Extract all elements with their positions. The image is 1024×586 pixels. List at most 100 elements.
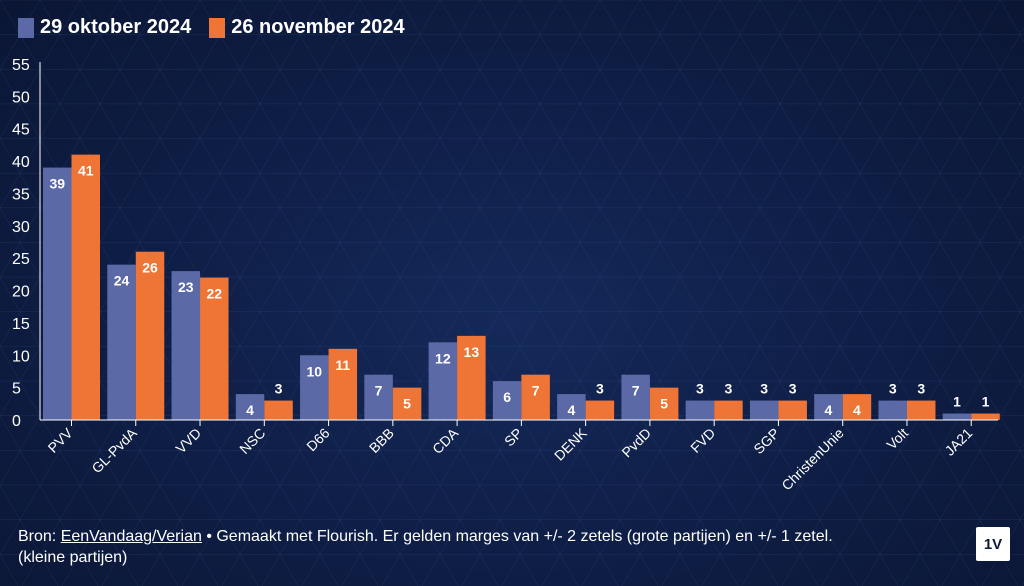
data-label: 4	[246, 402, 254, 418]
bar-1	[171, 271, 201, 420]
bar-1	[814, 394, 843, 420]
data-label: 3	[596, 381, 604, 397]
bar-1	[300, 355, 329, 420]
bar-2	[264, 400, 293, 420]
bar-1	[235, 394, 265, 420]
x-tick-label: FVD	[687, 425, 718, 456]
y-tick-label: 30	[12, 219, 30, 236]
bar-1	[492, 381, 522, 420]
x-tick-label: D66	[303, 425, 333, 455]
data-label: 3	[760, 381, 768, 397]
data-label: 3	[725, 381, 733, 397]
bar-2	[906, 400, 936, 420]
source-footer: Bron: EenVandaag/Verian • Gemaakt met Fl…	[18, 526, 958, 568]
eenvandaag-logo: 1V	[976, 527, 1010, 561]
bar-1	[43, 167, 72, 420]
source-link[interactable]: EenVandaag/Verian	[60, 528, 202, 545]
bar-2	[135, 251, 165, 420]
bar-2	[457, 335, 486, 420]
x-tick-label: NSC	[236, 425, 268, 457]
y-tick-label: 40	[12, 154, 30, 171]
data-label: 12	[435, 350, 451, 366]
legend-swatch-series-1	[18, 17, 34, 38]
data-label: 7	[632, 383, 640, 399]
data-label: 4	[825, 402, 833, 418]
bar-2	[71, 154, 100, 421]
bar-1	[749, 400, 779, 420]
bar-2	[971, 413, 1000, 420]
data-label: 13	[464, 344, 480, 360]
x-tick-label: PvdD	[619, 425, 655, 461]
data-label: 6	[503, 389, 511, 405]
bar-2	[585, 400, 615, 420]
footer-note-line2: (kleine partijen)	[18, 549, 128, 566]
bar-2	[200, 277, 229, 420]
data-label: 3	[789, 381, 797, 397]
bar-2	[521, 374, 550, 420]
footer-prefix: Bron:	[18, 528, 57, 545]
legend-label-series-1: 29 oktober 2024	[40, 16, 192, 38]
bar-1	[364, 374, 393, 420]
y-tick-label: 35	[12, 186, 30, 203]
bar-2	[649, 387, 679, 420]
x-tick-label: BBB	[366, 425, 397, 456]
x-tick-label: JA21	[941, 425, 975, 459]
bar-1	[557, 394, 586, 420]
bar-1	[107, 264, 136, 420]
data-label: 26	[142, 260, 158, 276]
bar-chart: 05101520253035404550553941PVV2426GL-PvdA…	[12, 57, 1000, 494]
bar-2	[328, 348, 358, 420]
bar-1	[942, 413, 972, 420]
bar-1	[685, 400, 715, 420]
data-label: 1	[953, 394, 961, 410]
data-label: 22	[206, 286, 222, 302]
x-tick-label: SGP	[750, 425, 782, 457]
data-label: 1	[982, 394, 990, 410]
bar-2	[842, 394, 872, 420]
footer-note: • Gemaakt met Flourish. Er gelden marges…	[206, 528, 833, 545]
legend-label-series-2: 26 november 2024	[231, 16, 405, 38]
data-label: 3	[275, 381, 283, 397]
y-tick-label: 50	[12, 89, 30, 106]
data-label: 23	[178, 279, 194, 295]
bar-1	[878, 400, 907, 420]
y-tick-label: 45	[12, 122, 30, 139]
data-label: 41	[78, 163, 94, 179]
bar-2	[778, 400, 807, 420]
data-label: 7	[375, 383, 383, 399]
data-label: 39	[49, 176, 65, 192]
y-tick-label: 5	[12, 381, 21, 398]
x-tick-label: VVD	[172, 425, 204, 457]
x-tick-label: DENK	[551, 424, 590, 463]
y-tick-label: 55	[12, 57, 30, 74]
data-label: 24	[114, 273, 130, 289]
data-label: 4	[567, 402, 575, 418]
data-label: 5	[660, 396, 668, 412]
y-tick-label: 10	[12, 348, 30, 365]
bar-1	[428, 342, 458, 420]
x-tick-label: Volt	[883, 425, 911, 453]
x-tick-label: SP	[501, 425, 526, 450]
x-tick-label: GL-PvdA	[88, 424, 140, 476]
y-tick-label: 15	[12, 316, 30, 333]
legend-swatch-series-2	[209, 17, 226, 38]
data-label: 3	[696, 381, 704, 397]
y-tick-label: 20	[12, 284, 30, 301]
data-label: 3	[917, 381, 925, 397]
x-tick-label: ChristenUnie	[778, 425, 847, 494]
x-tick-label: PVV	[44, 424, 76, 456]
data-label: 7	[532, 383, 540, 399]
y-tick-label: 0	[12, 413, 21, 430]
data-label: 3	[889, 381, 897, 397]
data-label: 4	[853, 402, 861, 418]
legend-item-series-1[interactable]: 29 oktober 2024	[18, 16, 191, 39]
legend-item-series-2[interactable]: 26 november 2024	[209, 16, 405, 39]
bar-2	[392, 387, 422, 420]
bar-1	[621, 374, 650, 420]
data-label: 11	[335, 357, 350, 373]
bar-2	[714, 400, 743, 420]
y-tick-label: 25	[12, 251, 30, 268]
legend: 29 oktober 2024 26 november 2024	[18, 16, 413, 39]
